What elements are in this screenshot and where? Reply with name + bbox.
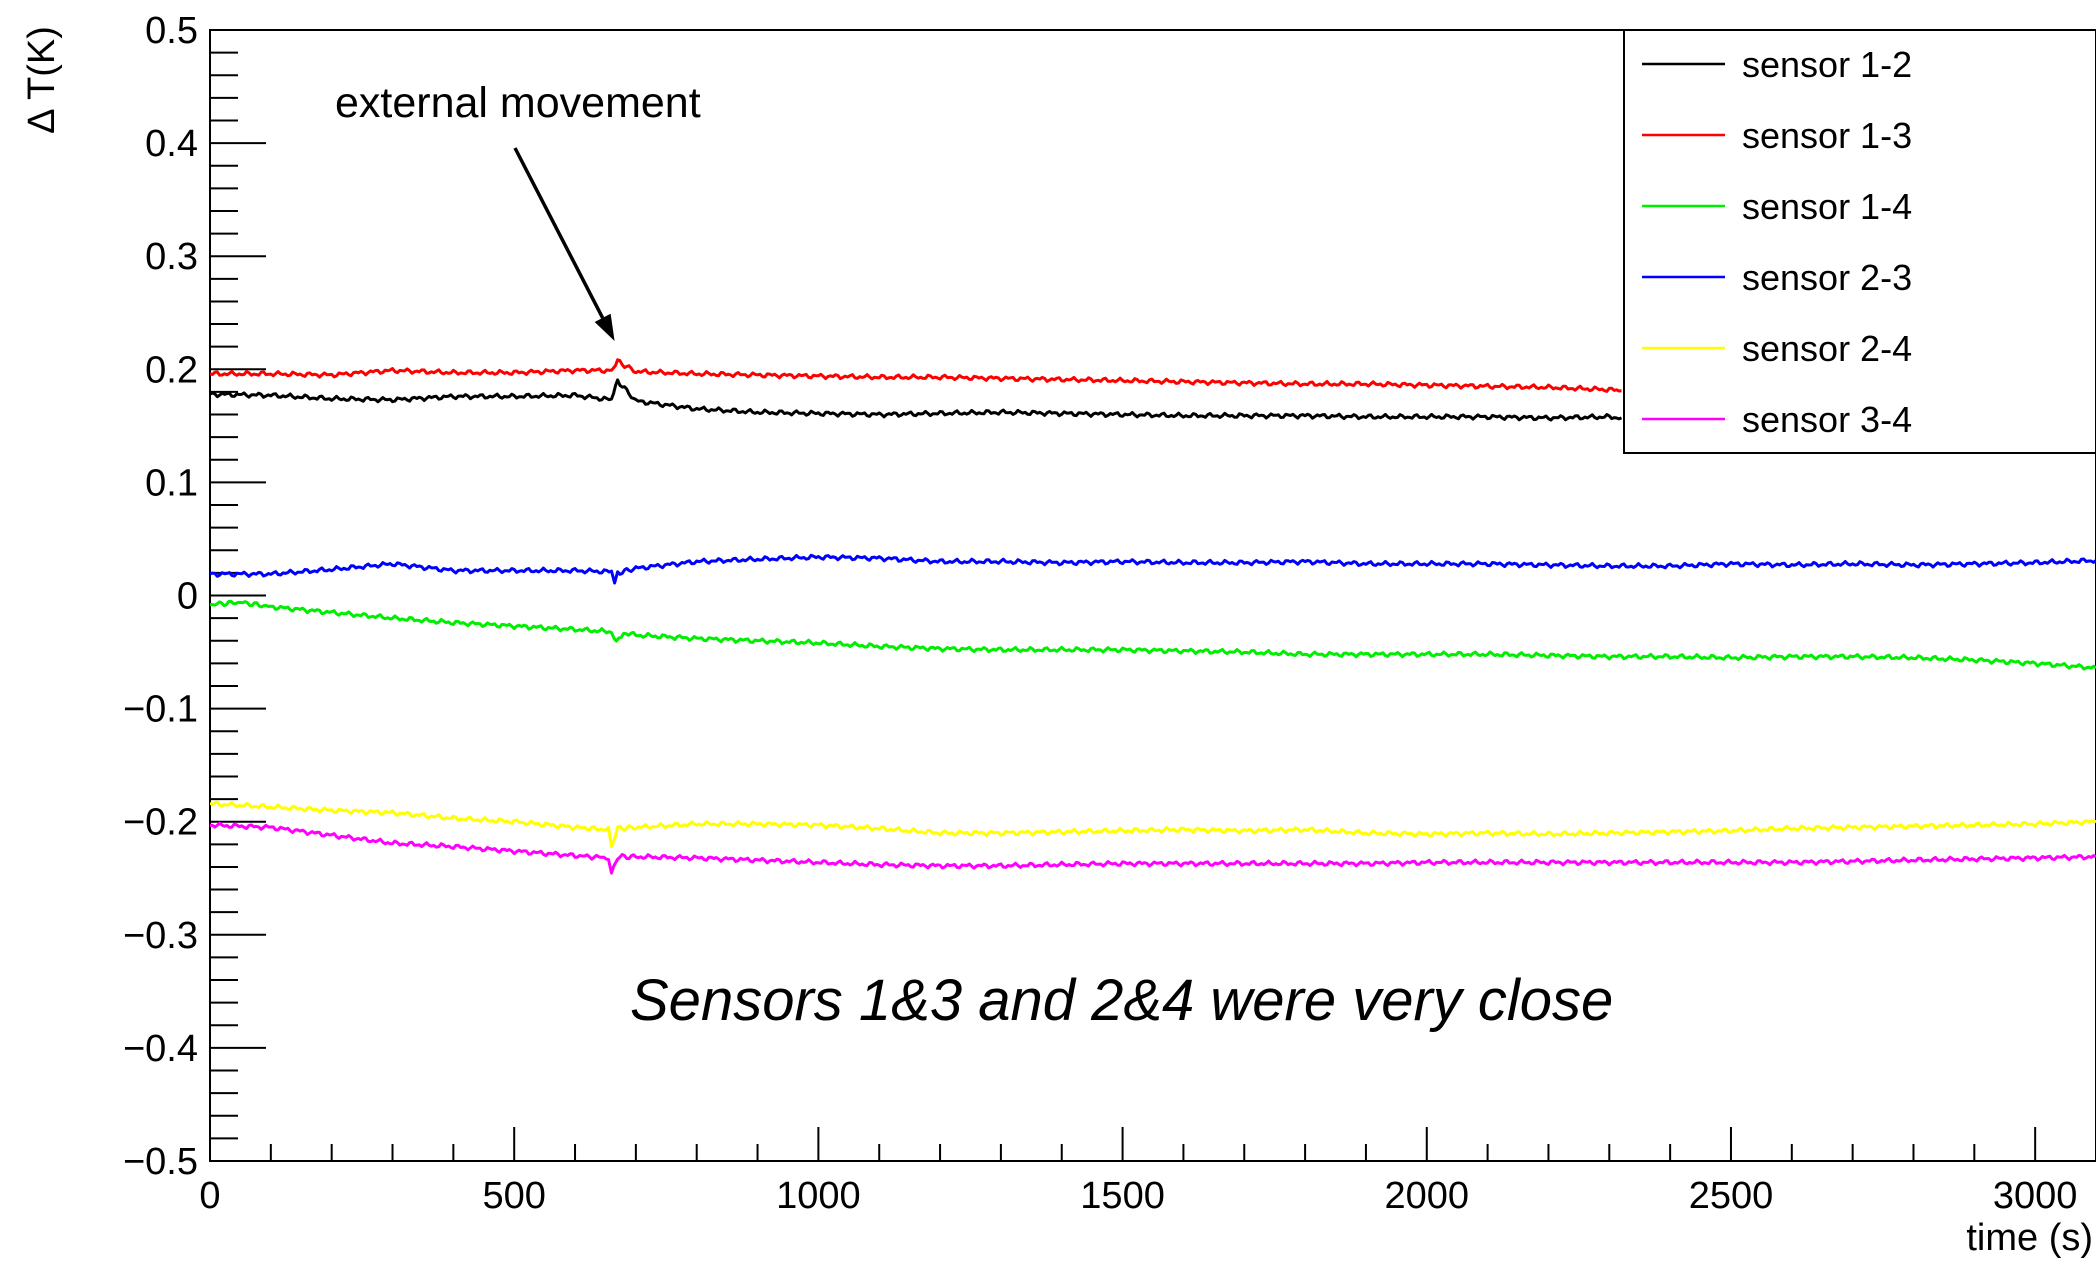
legend: sensor 1-2 sensor 1-3 sensor 1-4 sensor 2-3…	[1623, 29, 2096, 454]
y-tick-label: −0.2	[123, 802, 198, 844]
annotation-external-movement: external movement	[335, 79, 701, 127]
series-line-sensor-2-4	[210, 800, 2096, 849]
y-tick-label: −0.4	[123, 1028, 198, 1070]
series-line-sensor-2-3	[210, 553, 2096, 585]
legend-box	[1623, 29, 2096, 454]
annotation-sensors-close: Sensors 1&3 and 2&4 were very close	[630, 968, 1613, 1033]
annotation-arrow	[513, 147, 615, 342]
legend-label: sensor 2-3	[1742, 257, 1912, 298]
y-tick-label: 0.4	[145, 123, 198, 165]
axis-tick-labels: −0.5 −0.4 −0.3 −0.2 −0.1 0 0.1 0.2 0.3 0.4 0.5 0 500…	[123, 10, 2077, 1217]
y-tick-label: −0.3	[123, 915, 198, 957]
x-tick-label: 3000	[1993, 1175, 2078, 1217]
annotation-arrow-line	[513, 147, 605, 319]
y-tick-label: 0.5	[145, 10, 198, 52]
x-tick-label: 1500	[1080, 1175, 1165, 1217]
series-group	[210, 358, 2096, 875]
series-line-sensor-3-4	[210, 821, 2096, 875]
x-tick-label: 2000	[1385, 1175, 1470, 1217]
legend-label: sensor 1-4	[1742, 186, 1912, 227]
y-tick-label: −0.5	[123, 1141, 198, 1183]
y-tick-label: 0.2	[145, 349, 198, 391]
legend-label: sensor 3-4	[1742, 399, 1912, 440]
series-line-sensor-1-4	[210, 599, 2096, 671]
x-axis-label: time (s)	[1966, 1217, 2093, 1259]
x-tick-label: 2500	[1689, 1175, 1774, 1217]
y-tick-label: −0.1	[123, 689, 198, 731]
x-tick-label: 0	[199, 1175, 220, 1217]
legend-label: sensor 1-2	[1742, 44, 1912, 85]
y-tick-label: 0	[177, 576, 198, 618]
series-line-sensor-1-3	[210, 358, 1622, 393]
legend-label: sensor 1-3	[1742, 115, 1912, 156]
annotation-arrow-head	[594, 313, 615, 342]
y-tick-label: 0.3	[145, 236, 198, 278]
y-tick-label: 0.1	[145, 462, 198, 504]
series-line-sensor-1-2	[210, 378, 1623, 422]
x-tick-label: 1000	[776, 1175, 861, 1217]
x-tick-label: 500	[482, 1175, 545, 1217]
y-axis-label: Δ T(K)	[21, 26, 63, 134]
axis-ticks	[209, 29, 2037, 1162]
legend-label: sensor 2-4	[1742, 328, 1912, 369]
